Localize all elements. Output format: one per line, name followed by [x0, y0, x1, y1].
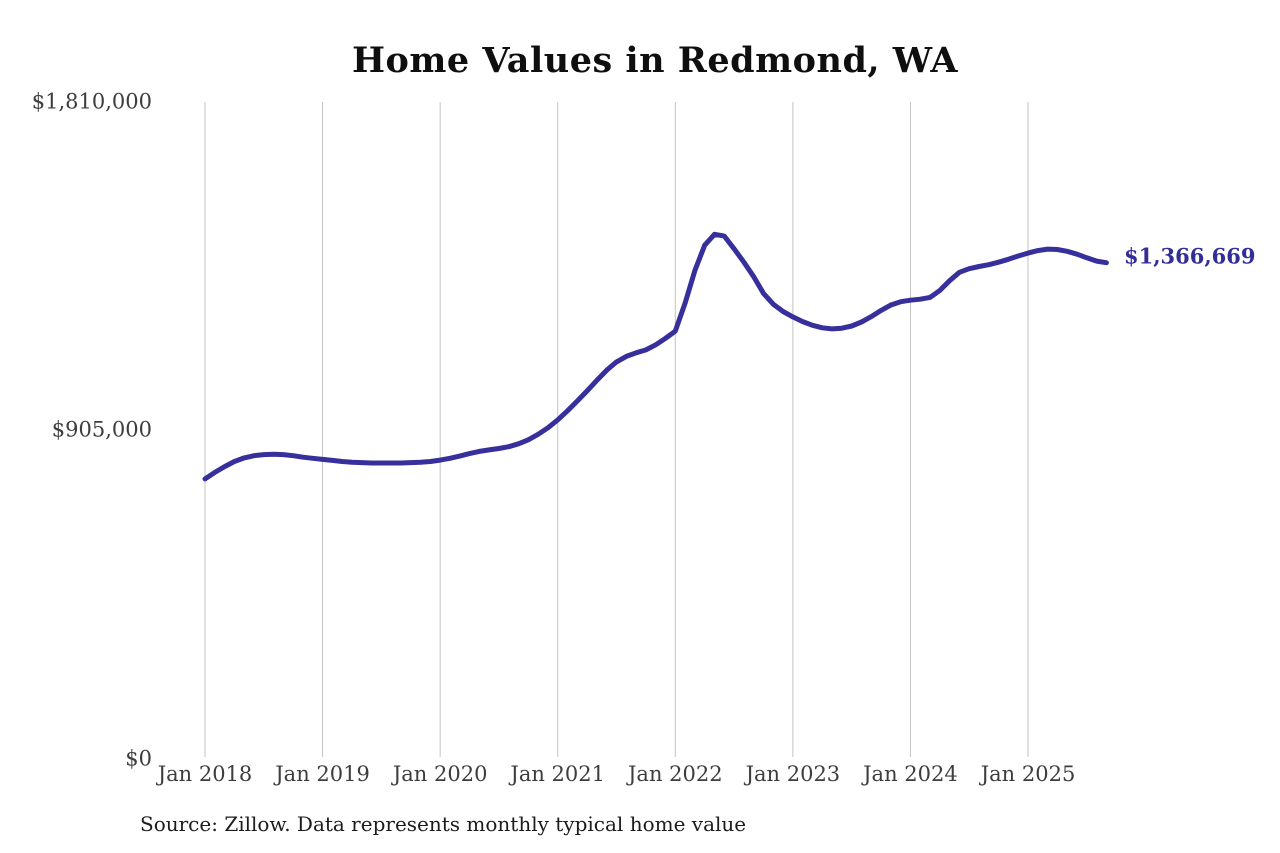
x-axis-tick-jan-2022: Jan 2022 [628, 762, 723, 786]
home-value-line [202, 231, 1109, 482]
x-axis-tick-jan-2018: Jan 2018 [157, 762, 253, 786]
x-axis-tick-jan-2020: Jan 2020 [392, 762, 488, 786]
y-axis-tick-max: $1,810,000 [31, 89, 152, 114]
latest-value-label: $1,366,669 [1124, 243, 1256, 269]
gridlines [204, 102, 1029, 757]
y-axis-tick-zero: $0 [125, 746, 152, 771]
y-axis-tick-mid: $905,000 [51, 417, 152, 442]
source-note: Source: Zillow. Data represents monthly … [140, 812, 747, 836]
x-axis-tick-jan-2021: Jan 2021 [510, 762, 606, 786]
x-axis-tick-jan-2019: Jan 2019 [275, 762, 370, 786]
x-axis-tick-jan-2025: Jan 2025 [980, 762, 1076, 786]
x-axis-tick-jan-2023: Jan 2023 [745, 762, 841, 786]
x-axis-tick-jan-2024: Jan 2024 [863, 762, 958, 786]
chart-title: Home Values in Redmond, WA [351, 40, 959, 81]
